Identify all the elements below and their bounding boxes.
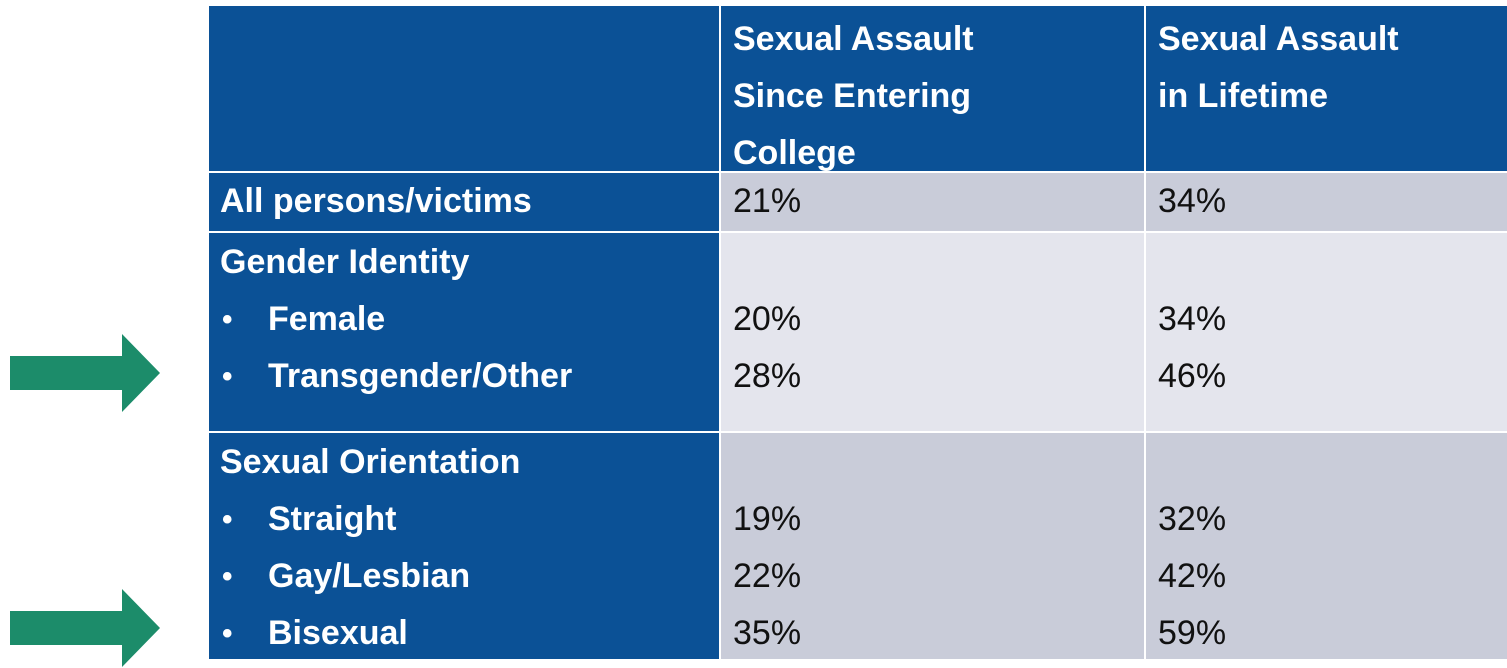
header-cell	[720, 5, 1145, 172]
value-cell	[720, 232, 1145, 432]
value-cell	[720, 172, 1145, 232]
item-label: Bisexual	[268, 614, 408, 652]
row-label: All persons/victims	[220, 182, 532, 220]
value-cell	[1145, 232, 1507, 432]
item-label: Straight	[268, 500, 397, 538]
value-cell	[1145, 172, 1507, 232]
bullet: •	[222, 303, 233, 336]
header-cell	[1145, 5, 1507, 172]
value: 34%	[1158, 300, 1227, 338]
arrow	[10, 589, 160, 667]
value: 42%	[1158, 557, 1227, 595]
header-text: in Lifetime	[1158, 77, 1329, 115]
bullet: •	[222, 360, 233, 393]
bullet: •	[222, 617, 233, 650]
value: 32%	[1158, 500, 1227, 538]
item-label: Transgender/Other	[268, 357, 573, 395]
row-label: Gender Identity	[220, 243, 470, 281]
row-label-cell	[208, 432, 720, 660]
item-label: Female	[268, 300, 386, 338]
value: 19%	[733, 500, 802, 538]
value: 20%	[733, 300, 802, 338]
arrows	[10, 334, 160, 667]
bullet: •	[222, 560, 233, 593]
value: 59%	[1158, 614, 1227, 652]
arrow	[10, 334, 160, 412]
value: 22%	[733, 557, 802, 595]
value-cell	[720, 432, 1145, 660]
row-label-cell	[208, 232, 720, 432]
header-text: College	[733, 134, 856, 172]
bullet: •	[222, 503, 233, 536]
header-cell	[208, 5, 720, 172]
value: 28%	[733, 357, 802, 395]
header-text: Since Entering	[733, 77, 972, 115]
value: 34%	[1158, 182, 1227, 220]
row-label: Sexual Orientation	[220, 443, 521, 481]
value: 35%	[733, 614, 802, 652]
value: 46%	[1158, 357, 1227, 395]
header-text: Sexual Assault	[1158, 20, 1399, 58]
item-label: Gay/Lesbian	[268, 557, 471, 595]
value-cell	[1145, 432, 1507, 660]
value: 21%	[733, 182, 802, 220]
row-label-cell	[208, 172, 720, 232]
header-text: Sexual Assault	[733, 20, 974, 58]
